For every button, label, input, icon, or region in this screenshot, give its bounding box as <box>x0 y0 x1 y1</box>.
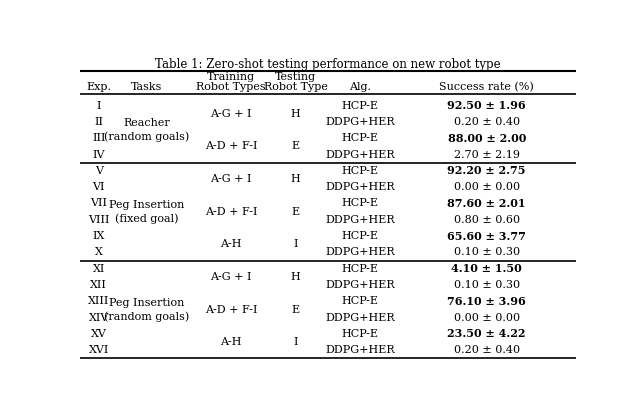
Text: XVI: XVI <box>89 345 109 355</box>
Text: HCP-E: HCP-E <box>342 101 379 111</box>
Text: Robot Types: Robot Types <box>196 82 266 92</box>
Text: II: II <box>94 117 103 127</box>
Text: V: V <box>95 166 103 176</box>
Text: 0.00 ± 0.00: 0.00 ± 0.00 <box>454 313 520 323</box>
Text: VII: VII <box>90 199 108 208</box>
Text: 88.00 ± 2.00: 88.00 ± 2.00 <box>447 133 526 144</box>
Text: HCP-E: HCP-E <box>342 329 379 339</box>
Text: 0.80 ± 0.60: 0.80 ± 0.60 <box>454 215 520 225</box>
Text: XII: XII <box>90 280 108 290</box>
Text: DDPG+HER: DDPG+HER <box>325 280 395 290</box>
Text: I: I <box>294 337 298 347</box>
Text: 92.50 ± 1.96: 92.50 ± 1.96 <box>447 100 526 111</box>
Text: A-D + F-I: A-D + F-I <box>205 304 257 315</box>
Text: DDPG+HER: DDPG+HER <box>325 117 395 127</box>
Text: 65.60 ± 3.77: 65.60 ± 3.77 <box>447 231 526 242</box>
Text: HCP-E: HCP-E <box>342 264 379 274</box>
Text: 76.10 ± 3.96: 76.10 ± 3.96 <box>447 296 526 307</box>
Text: H: H <box>291 272 301 282</box>
Text: VI: VI <box>93 182 105 192</box>
Text: A-D + F-I: A-D + F-I <box>205 207 257 217</box>
Text: Tasks: Tasks <box>131 82 163 92</box>
Text: A-D + F-I: A-D + F-I <box>205 141 257 151</box>
Text: 0.00 ± 0.00: 0.00 ± 0.00 <box>454 182 520 192</box>
Text: E: E <box>292 141 300 151</box>
Text: 0.10 ± 0.30: 0.10 ± 0.30 <box>454 247 520 257</box>
Text: IV: IV <box>93 149 105 160</box>
Text: Robot Type: Robot Type <box>264 82 328 92</box>
Text: 0.20 ± 0.40: 0.20 ± 0.40 <box>454 345 520 355</box>
Text: XIV: XIV <box>89 313 109 323</box>
Text: 23.50 ± 4.22: 23.50 ± 4.22 <box>447 328 526 339</box>
Text: DDPG+HER: DDPG+HER <box>325 345 395 355</box>
Text: 0.10 ± 0.30: 0.10 ± 0.30 <box>454 280 520 290</box>
Text: Peg Insertion
(random goals): Peg Insertion (random goals) <box>104 298 189 322</box>
Text: X: X <box>95 247 103 257</box>
Text: IX: IX <box>93 231 105 241</box>
Text: E: E <box>292 304 300 315</box>
Text: 87.60 ± 2.01: 87.60 ± 2.01 <box>447 198 526 209</box>
Text: HCP-E: HCP-E <box>342 166 379 176</box>
Text: Alg.: Alg. <box>349 82 371 92</box>
Text: A-G + I: A-G + I <box>211 272 252 282</box>
Text: E: E <box>292 207 300 217</box>
Text: H: H <box>291 174 301 184</box>
Text: XI: XI <box>93 264 105 274</box>
Text: Training: Training <box>207 72 255 82</box>
Text: HCP-E: HCP-E <box>342 199 379 208</box>
Text: DDPG+HER: DDPG+HER <box>325 247 395 257</box>
Text: I: I <box>97 101 101 111</box>
Text: 0.20 ± 0.40: 0.20 ± 0.40 <box>454 117 520 127</box>
Text: DDPG+HER: DDPG+HER <box>325 215 395 225</box>
Text: Peg Insertion
(fixed goal): Peg Insertion (fixed goal) <box>109 199 185 223</box>
Text: Testing: Testing <box>275 72 316 82</box>
Text: A-G + I: A-G + I <box>211 109 252 119</box>
Text: DDPG+HER: DDPG+HER <box>325 313 395 323</box>
Text: A-G + I: A-G + I <box>211 174 252 184</box>
Text: Table 1: Zero-shot testing performance on new robot type: Table 1: Zero-shot testing performance o… <box>155 58 501 71</box>
Text: Exp.: Exp. <box>86 82 111 92</box>
Text: A-H: A-H <box>221 337 242 347</box>
Text: VIII: VIII <box>88 215 109 225</box>
Text: 92.20 ± 2.75: 92.20 ± 2.75 <box>447 165 526 176</box>
Text: DDPG+HER: DDPG+HER <box>325 182 395 192</box>
Text: I: I <box>294 239 298 249</box>
Text: DDPG+HER: DDPG+HER <box>325 149 395 160</box>
Text: 4.10 ± 1.50: 4.10 ± 1.50 <box>451 263 522 274</box>
Text: Success rate (%): Success rate (%) <box>439 82 534 92</box>
Text: 2.70 ± 2.19: 2.70 ± 2.19 <box>454 149 520 160</box>
Text: XIII: XIII <box>88 296 109 306</box>
Text: III: III <box>92 133 106 143</box>
Text: A-H: A-H <box>221 239 242 249</box>
Text: HCP-E: HCP-E <box>342 231 379 241</box>
Text: HCP-E: HCP-E <box>342 296 379 306</box>
Text: HCP-E: HCP-E <box>342 133 379 143</box>
Text: XV: XV <box>91 329 107 339</box>
Text: H: H <box>291 109 301 119</box>
Text: Reacher
(random goals): Reacher (random goals) <box>104 118 189 142</box>
